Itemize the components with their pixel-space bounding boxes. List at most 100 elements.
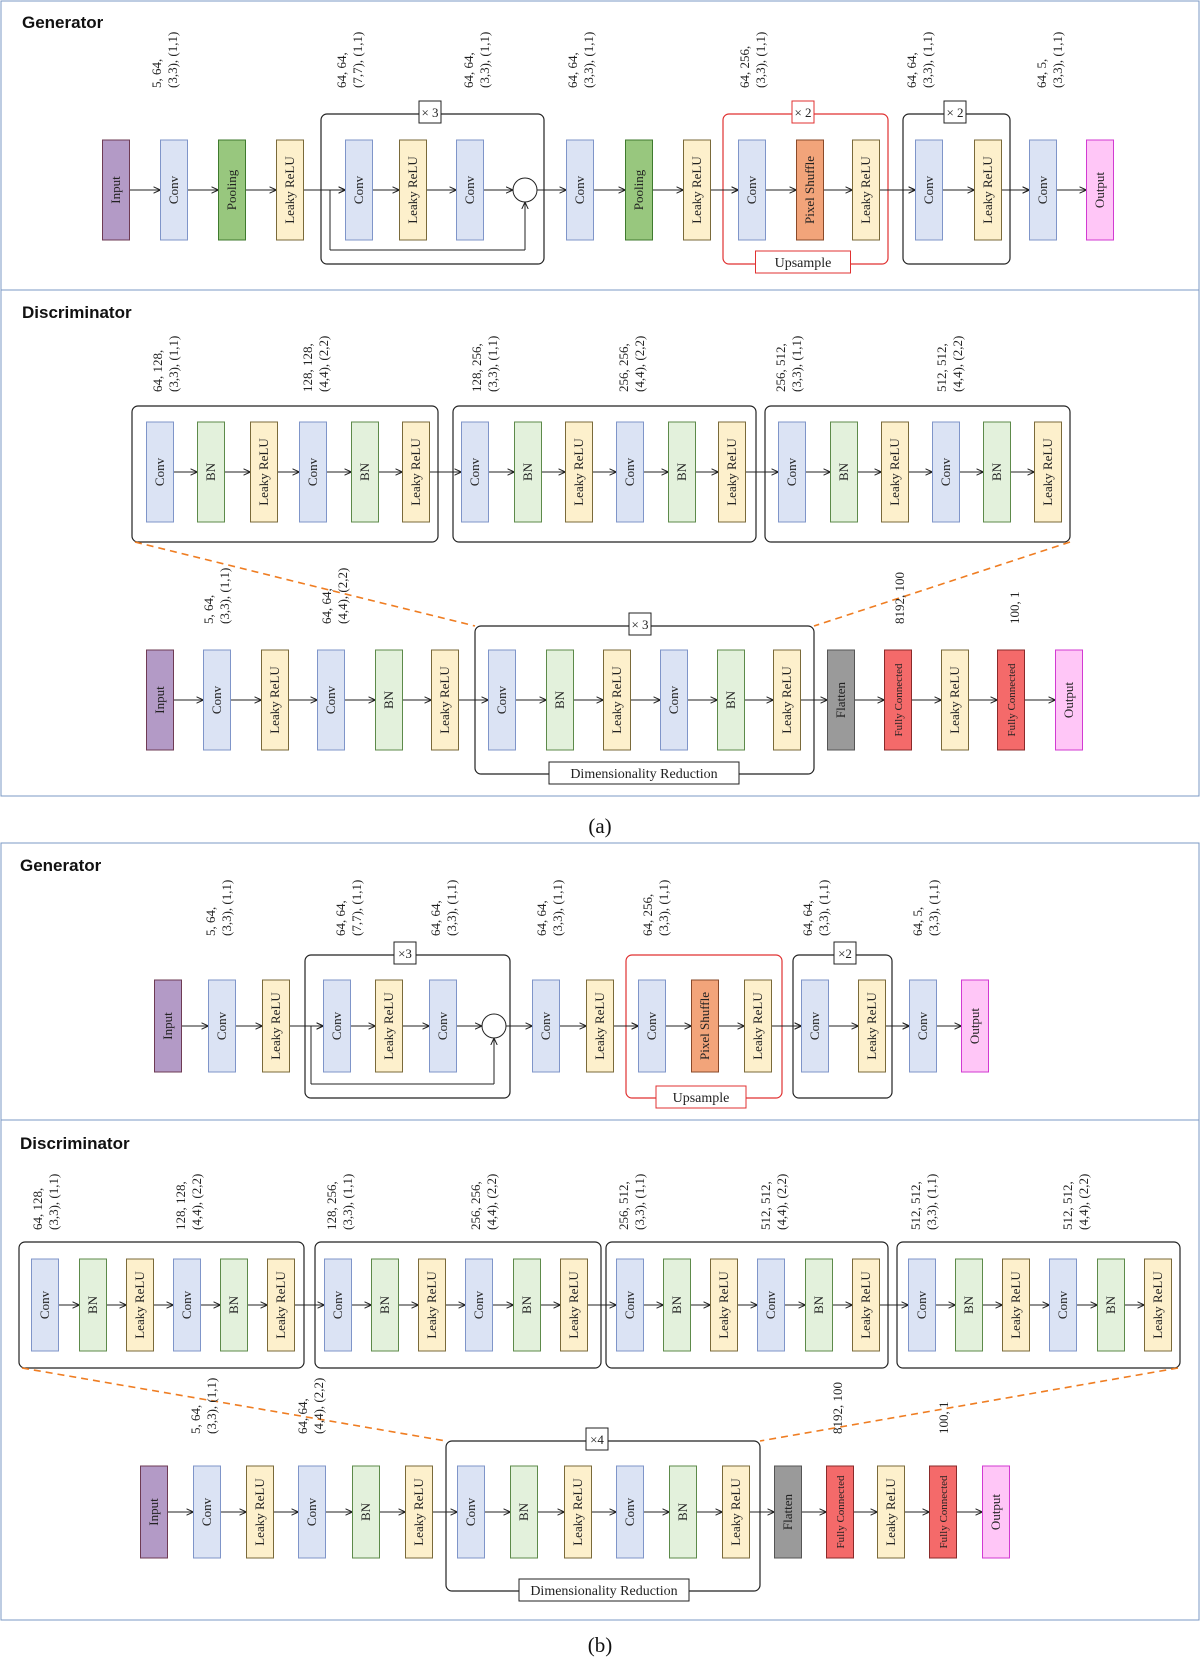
leaky-relu-block-label: Leaky ReLU bbox=[570, 1478, 585, 1546]
leaky-relu-block-label: Leaky ReLU bbox=[1150, 1271, 1165, 1339]
conv-block-label: Conv bbox=[214, 1011, 229, 1040]
leaky-relu-block-label: Leaky ReLU bbox=[571, 438, 586, 506]
leaky-relu-block bbox=[399, 139, 427, 241]
bn-block bbox=[513, 1258, 541, 1352]
leaky-relu-block bbox=[375, 979, 403, 1073]
disc-b-bottom-params: 64, 64,(4,4), (2,2) bbox=[295, 1378, 326, 1434]
output-block-label: Output bbox=[1061, 682, 1076, 719]
generator-a-params: 64, 5,(3,3), (1,1) bbox=[1034, 32, 1065, 88]
bn-block-label: BN bbox=[836, 462, 851, 481]
conv-block bbox=[298, 1465, 326, 1559]
leaky-relu-block-label: Leaky ReLU bbox=[437, 666, 452, 734]
bn-block-label: BN bbox=[1103, 1295, 1118, 1314]
reduction-repeat-a-label: × 3 bbox=[631, 617, 648, 632]
reduction-repeat-b-label: ×4 bbox=[590, 1432, 604, 1447]
bn-block bbox=[510, 1465, 538, 1559]
disc-a-group-3 bbox=[764, 405, 1071, 543]
conv-block bbox=[31, 1258, 59, 1352]
bn-block bbox=[197, 421, 225, 523]
conv-block-label: Conv bbox=[467, 457, 482, 486]
reduction-group-b bbox=[445, 1440, 761, 1592]
conv-block bbox=[456, 139, 484, 241]
generator-b-params: 64, 64,(3,3), (1,1) bbox=[428, 880, 459, 936]
conv-block-label: Conv bbox=[784, 457, 799, 486]
leaky-relu-block bbox=[722, 1465, 750, 1559]
conv-block-label: Conv bbox=[166, 175, 181, 204]
fully-connected-block bbox=[997, 649, 1025, 751]
fully-connected-block-label: Fully Connected bbox=[835, 1475, 847, 1549]
discriminator-a-title: Discriminator bbox=[22, 303, 132, 322]
disc-b-top-params: 128, 128,(4,4), (2,2) bbox=[173, 1174, 204, 1230]
bn-block-label: BN bbox=[85, 1295, 100, 1314]
conv-block-label: Conv bbox=[666, 685, 681, 714]
input-block-label: Input bbox=[160, 1012, 175, 1040]
upsample-label-b bbox=[655, 1085, 747, 1109]
bn-block bbox=[955, 1258, 983, 1352]
disc-a-bottom-params: 64, 64,(4,4), (2,2) bbox=[319, 568, 350, 624]
bn-block bbox=[375, 649, 403, 751]
bn-block bbox=[546, 649, 574, 751]
generator-a-params: 64, 64,(3,3), (1,1) bbox=[904, 32, 935, 88]
conv-block-label: Conv bbox=[807, 1011, 822, 1040]
bn-block-label: BN bbox=[811, 1295, 826, 1314]
generator-a-params: 5, 64,(3,3), (1,1) bbox=[149, 32, 180, 88]
disc-a-top-params: 512, 512,(4,4), (2,2) bbox=[934, 336, 965, 392]
generator-a-params: 64, 256,(3,3), (1,1) bbox=[737, 32, 768, 88]
input-block bbox=[154, 979, 182, 1073]
caption-b: (b) bbox=[588, 1633, 613, 1657]
leaky-relu-block-label: Leaky ReLU bbox=[268, 992, 283, 1060]
bn-block bbox=[79, 1258, 107, 1352]
bn-block-label: BN bbox=[516, 1502, 531, 1521]
flatten-block-label: Flatten bbox=[833, 681, 848, 718]
disc-b-bottom-params: 5, 64,(3,3), (1,1) bbox=[188, 1378, 219, 1434]
bn-block bbox=[663, 1258, 691, 1352]
zoom-guide-line bbox=[813, 541, 1071, 627]
bn-block bbox=[514, 421, 542, 523]
conv-block-label: Conv bbox=[435, 1011, 450, 1040]
conv-block-label: Conv bbox=[323, 685, 338, 714]
conv-block-label: Conv bbox=[1035, 175, 1050, 204]
leaky-relu-block-label: Leaky ReLU bbox=[779, 666, 794, 734]
conv-block bbox=[932, 421, 960, 523]
leaky-relu-block bbox=[744, 979, 772, 1073]
zoom-guide-line bbox=[21, 1367, 447, 1442]
discriminator-b-title: Discriminator bbox=[20, 1134, 130, 1153]
fully-connected-block-label: Fully Connected bbox=[1006, 663, 1018, 737]
conv-block-label: Conv bbox=[538, 1011, 553, 1040]
conv-block bbox=[566, 139, 594, 241]
disc-b-bottom-params: 8192, 100 bbox=[830, 1382, 845, 1434]
leaky-relu-block-label: Leaky ReLU bbox=[408, 438, 423, 506]
pooling-block-label: Pooling bbox=[224, 169, 239, 210]
conv-block bbox=[146, 421, 174, 523]
generator-b-params: 64, 256,(3,3), (1,1) bbox=[640, 880, 671, 936]
conv-block-label: Conv bbox=[463, 1497, 478, 1526]
bn-block-label: BN bbox=[674, 462, 689, 481]
leaky-relu-block bbox=[267, 1258, 295, 1352]
disc-a-group-2 bbox=[452, 405, 757, 543]
bn-block-label: BN bbox=[226, 1295, 241, 1314]
conv-block-label: Conv bbox=[199, 1497, 214, 1526]
conv-block-label: Conv bbox=[644, 1011, 659, 1040]
conv-block-label: Conv bbox=[329, 1011, 344, 1040]
leaky-relu-block bbox=[250, 421, 278, 523]
leaky-relu-block-label: Leaky ReLU bbox=[132, 1271, 147, 1339]
bn-block bbox=[983, 421, 1011, 523]
leaky-relu-block-label: Leaky ReLU bbox=[858, 156, 873, 224]
conv-block bbox=[345, 139, 373, 241]
conv-block bbox=[638, 979, 666, 1073]
bn-block bbox=[668, 421, 696, 523]
conv-block bbox=[208, 979, 236, 1073]
leaky-relu-block bbox=[126, 1258, 154, 1352]
conv-block bbox=[429, 979, 457, 1073]
leaky-relu-block bbox=[858, 979, 886, 1073]
bn-block-label: BN bbox=[961, 1295, 976, 1314]
residual-repeat-label: × 3 bbox=[421, 105, 438, 120]
conv-block bbox=[778, 421, 806, 523]
leaky-relu-block-label: Leaky ReLU bbox=[267, 666, 282, 734]
disc-b-top-params: 512, 512,(4,4), (2,2) bbox=[1060, 1174, 1091, 1230]
conv-block bbox=[801, 979, 829, 1073]
leaky-relu-block bbox=[1002, 1258, 1030, 1352]
output-block bbox=[982, 1465, 1010, 1559]
leaky-relu-block bbox=[1144, 1258, 1172, 1352]
